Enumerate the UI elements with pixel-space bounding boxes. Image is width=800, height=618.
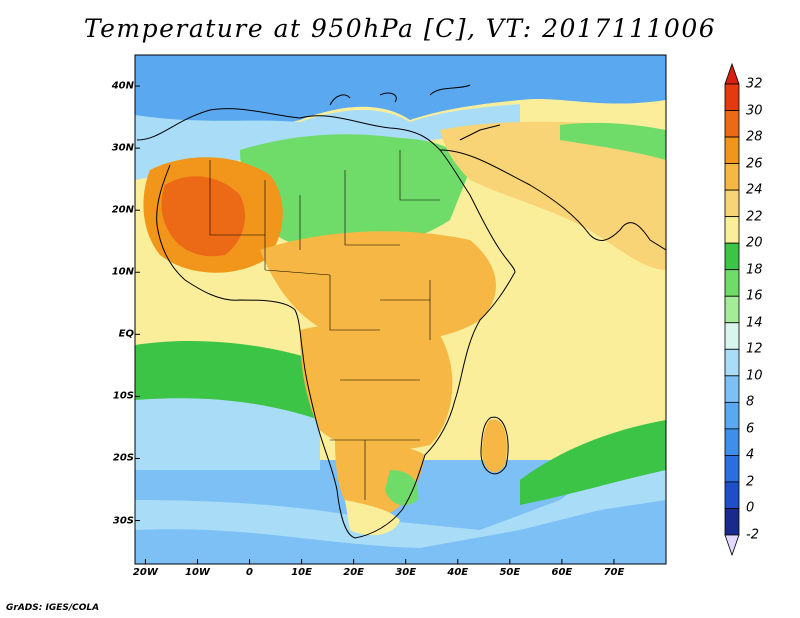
- colorbar-label: 6: [746, 421, 755, 437]
- colorbar-label: 8: [746, 394, 755, 410]
- lon-ticks: [144, 559, 615, 564]
- temperature-field: [135, 55, 666, 564]
- map-title: Temperature at 950hPa [C], VT: 201711100…: [83, 14, 717, 43]
- grads-credit: GrADS: IGES/COLA: [6, 603, 100, 613]
- africa-coast: [136, 108, 516, 539]
- lon-tick-label: 0: [246, 567, 253, 578]
- lon-tick-label: 20W: [132, 567, 158, 578]
- colorbar-swatch: [724, 455, 740, 483]
- country-borders: [209, 150, 440, 500]
- field-south-atlantic-cool: [135, 393, 320, 470]
- lon-tick-label: 20E: [343, 567, 365, 578]
- field-south-atlantic-green: [135, 340, 320, 420]
- colorbar-top-arrow: [724, 62, 740, 85]
- madagascar-coast: [480, 416, 509, 475]
- lat-tick-label: 10S: [112, 390, 134, 402]
- colorbar-label: 10: [746, 368, 763, 384]
- colorbar-label: 14: [746, 315, 763, 331]
- colorbar-label: 28: [746, 129, 763, 145]
- colorbar-swatch: [724, 110, 740, 138]
- lat-tick-label: 20N: [111, 204, 134, 216]
- lon-tick-label: 60E: [551, 567, 573, 578]
- colorbar-swatch: [724, 269, 740, 297]
- colorbar: [724, 62, 740, 557]
- lon-tick-label: 30E: [395, 567, 417, 578]
- colorbar-label: 16: [746, 288, 763, 304]
- lat-tick-label: 20S: [112, 452, 134, 464]
- lat-ticks: [135, 85, 140, 522]
- lat-tick-label: 30S: [112, 515, 134, 527]
- field-arabia-warm: [440, 121, 666, 270]
- colorbar-swatch: [724, 375, 740, 403]
- lon-tick-label: 70E: [603, 567, 625, 578]
- coastlines: [136, 84, 666, 539]
- colorbar-label: 20: [746, 235, 763, 251]
- lon-tick-label: 10W: [184, 567, 210, 578]
- colorbar-label: 24: [746, 182, 763, 198]
- colorbar-swatch: [724, 83, 740, 111]
- colorbar-swatch: [724, 216, 740, 244]
- lon-tick-label: 10E: [291, 567, 312, 578]
- lat-tick-label: 10N: [111, 266, 134, 278]
- field-iran-green: [560, 122, 666, 160]
- field-central-africa-hot: [300, 323, 453, 450]
- mediterranean-islands: [329, 92, 397, 106]
- field-south-africa-mild: [345, 500, 400, 536]
- colorbar-label: 0: [746, 500, 755, 516]
- colorbar-swatch: [724, 189, 740, 218]
- colorbar-label: 4: [746, 447, 755, 463]
- field-sahara-green: [240, 134, 470, 250]
- field-mauritania-veryhot: [161, 176, 245, 257]
- middle-east-borders: [429, 84, 501, 141]
- field-southern-ocean-cold-2: [135, 500, 666, 564]
- colorbar-label: 2: [746, 474, 755, 490]
- colorbar-swatch: [724, 401, 740, 430]
- colorbar-swatch: [724, 481, 740, 509]
- colorbar-swatch: [724, 508, 740, 536]
- colorbar-swatch: [724, 322, 740, 350]
- arabia-coast: [439, 149, 666, 251]
- field-madagascar: [482, 419, 507, 473]
- lon-tick-label: 40E: [447, 567, 469, 578]
- lat-tick-label: EQ: [118, 328, 134, 340]
- colorbar-swatch: [724, 242, 740, 271]
- colorbar-swatch: [724, 136, 740, 164]
- colorbar-swatch: [724, 348, 740, 377]
- colorbar-label: 18: [746, 262, 763, 278]
- colorbar-label: 12: [746, 341, 763, 357]
- colorbar-bottom-arrow: [724, 534, 740, 557]
- field-indian-ocean-green: [520, 420, 666, 505]
- lon-tick-label: 50E: [499, 567, 521, 578]
- lat-tick-label: 40N: [111, 80, 134, 92]
- colorbar-label: -2: [746, 527, 759, 543]
- colorbar-label: 22: [746, 209, 763, 225]
- colorbar-swatch: [724, 163, 740, 191]
- field-europe-cold: [135, 55, 666, 137]
- plot-frame: [134, 54, 667, 565]
- colorbar-swatch: [724, 295, 740, 324]
- lat-tick-label: 30N: [111, 142, 134, 154]
- colorbar-label: 30: [746, 103, 763, 119]
- field-sahel-hot: [260, 231, 497, 342]
- colorbar-label: 26: [746, 156, 763, 172]
- colorbar-swatch: [724, 428, 740, 456]
- colorbar-label: 32: [746, 76, 763, 92]
